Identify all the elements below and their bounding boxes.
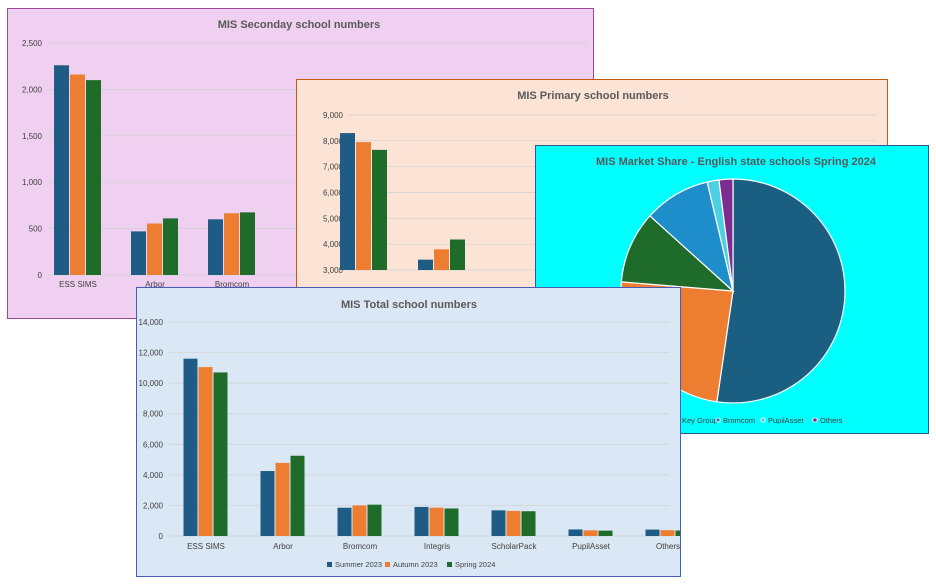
chart-title: MIS Total school numbers — [341, 299, 477, 311]
legend-label-others: Others — [820, 416, 843, 425]
bar-others-autumn-2023 — [660, 530, 675, 536]
bar-arbor-spring-2024 — [163, 218, 178, 275]
legend-swatch-summer-2023 — [327, 562, 332, 567]
bar-integris-summer-2023 — [414, 506, 429, 536]
bar-arbor-summer-2023 — [418, 259, 433, 270]
bar-others-summer-2023 — [645, 529, 660, 536]
y-tick-label: 2,500 — [22, 39, 43, 48]
legend-label-key-group: Key Group — [682, 416, 718, 425]
bar-integris-autumn-2023 — [429, 507, 444, 536]
y-tick-label: 6,000 — [323, 189, 344, 198]
y-tick-label: 5,000 — [323, 214, 344, 223]
secondary-chart: MIS Seconday school numbers 0 500 1,000 1,50… — [22, 19, 588, 289]
legend-swatch-autumn-2023 — [385, 562, 390, 567]
x-tick-label: Arbor — [273, 542, 293, 551]
market-share-chart-panel: MIS Market Share - English state schools… — [535, 145, 929, 434]
bar-arbor-spring-2024 — [450, 239, 465, 270]
x-tick-label: Bromcom — [343, 542, 378, 551]
bar-ess-sims-spring-2024 — [372, 149, 387, 270]
x-tick-label: ESS SIMS — [187, 542, 225, 551]
pie-slice-key-group — [620, 215, 735, 292]
y-tick-label: 6,000 — [143, 440, 164, 449]
bar-bromcom-spring-2024 — [367, 504, 382, 536]
bar-bromcom-spring-2024 — [240, 212, 255, 275]
x-tick-label: Bromcom — [215, 280, 250, 289]
pie-slice-others — [718, 178, 734, 292]
y-tick-label: 2,000 — [22, 85, 43, 94]
bar-arbor-spring-2024 — [290, 455, 305, 536]
y-tick-label: 9,000 — [323, 111, 344, 120]
chart-legend: Summer 2023 Autumn 2023 Spring 2024 — [327, 560, 495, 569]
legend-label-autumn-2023: Autumn 2023 — [393, 560, 438, 569]
y-tick-label: 0 — [159, 532, 164, 541]
y-tick-label: 8,000 — [143, 410, 164, 419]
y-tick-label: 1,000 — [22, 178, 43, 187]
bar-arbor-autumn-2023 — [275, 462, 290, 536]
y-tick-label: 500 — [29, 225, 43, 234]
bar-ess-sims-spring-2024 — [86, 80, 101, 276]
bar-ess-sims-autumn-2023 — [356, 142, 371, 270]
legend-swatch-pupilasset — [760, 417, 766, 423]
chart-legend: Key Group Bromcom PupilAsset Others — [682, 416, 843, 425]
bar-bromcom-summer-2023 — [337, 507, 352, 536]
pie-slice-ess-sims — [716, 178, 846, 404]
bar-pupilasset-autumn-2023 — [583, 530, 598, 536]
x-tick-label: Arbor — [145, 280, 165, 289]
bar-ess-sims-summer-2023 — [340, 133, 355, 270]
chart-title: MIS Seconday school numbers — [218, 19, 381, 31]
bar-arbor-summer-2023 — [131, 231, 146, 275]
bar-ess-sims-autumn-2023 — [198, 367, 213, 536]
x-tick-label: PupilAsset — [572, 542, 611, 551]
bar-arbor-summer-2023 — [260, 471, 275, 536]
legend-label-spring-2024: Spring 2024 — [455, 560, 495, 569]
bar-bromcom-autumn-2023 — [352, 505, 367, 536]
bar-ess-sims-autumn-2023 — [70, 74, 85, 275]
bar-scholarpack-summer-2023 — [491, 510, 506, 536]
legend-label-bromcom: Bromcom — [723, 416, 755, 425]
y-tick-label: 2,000 — [143, 501, 164, 510]
chart-title: MIS Market Share - English state schools… — [596, 156, 877, 168]
legend-swatch-others — [812, 417, 818, 423]
bar-ess-sims-spring-2024 — [213, 372, 228, 536]
bar-arbor-autumn-2023 — [434, 249, 449, 270]
total-chart-panel: MIS Total school numbers 0 2,000 4,000 6,000… — [136, 287, 681, 577]
x-tick-label: ScholarPack — [492, 542, 538, 551]
bar-arbor-autumn-2023 — [147, 223, 162, 275]
y-tick-label: 0 — [38, 271, 43, 280]
bar-others-spring-2024 — [675, 530, 680, 536]
x-tick-label: Integris — [424, 542, 450, 551]
legend-label-pupilasset: PupilAsset — [768, 416, 804, 425]
y-tick-label: 4,000 — [143, 471, 164, 480]
y-tick-label: 12,000 — [139, 349, 164, 358]
bar-pupilasset-spring-2024 — [598, 530, 613, 536]
bar-integris-spring-2024 — [444, 508, 459, 536]
x-tick-label: Others — [656, 542, 680, 551]
y-tick-label: 7,000 — [323, 163, 344, 172]
legend-label-summer-2023: Summer 2023 — [335, 560, 382, 569]
bar-scholarpack-autumn-2023 — [506, 510, 521, 536]
y-tick-label: 1,500 — [22, 132, 43, 141]
total-chart: MIS Total school numbers 0 2,000 4,000 6,000… — [139, 299, 680, 569]
legend-swatch-spring-2024 — [447, 562, 452, 567]
bar-bromcom-autumn-2023 — [224, 213, 239, 275]
bar-ess-sims-summer-2023 — [183, 358, 198, 536]
y-tick-label: 10,000 — [139, 379, 164, 388]
x-tick-label: ESS SIMS — [59, 280, 97, 289]
bar-ess-sims-summer-2023 — [54, 65, 69, 275]
y-tick-label: 4,000 — [323, 240, 344, 249]
chart-title: MIS Primary school numbers — [517, 90, 669, 102]
y-tick-label: 14,000 — [139, 318, 164, 327]
legend-swatch-bromcom — [715, 417, 721, 423]
bar-bromcom-summer-2023 — [208, 219, 223, 275]
bar-pupilasset-summer-2023 — [568, 529, 583, 536]
bar-scholarpack-spring-2024 — [521, 511, 536, 536]
y-tick-label: 3,000 — [323, 266, 344, 275]
y-tick-label: 8,000 — [323, 137, 344, 146]
